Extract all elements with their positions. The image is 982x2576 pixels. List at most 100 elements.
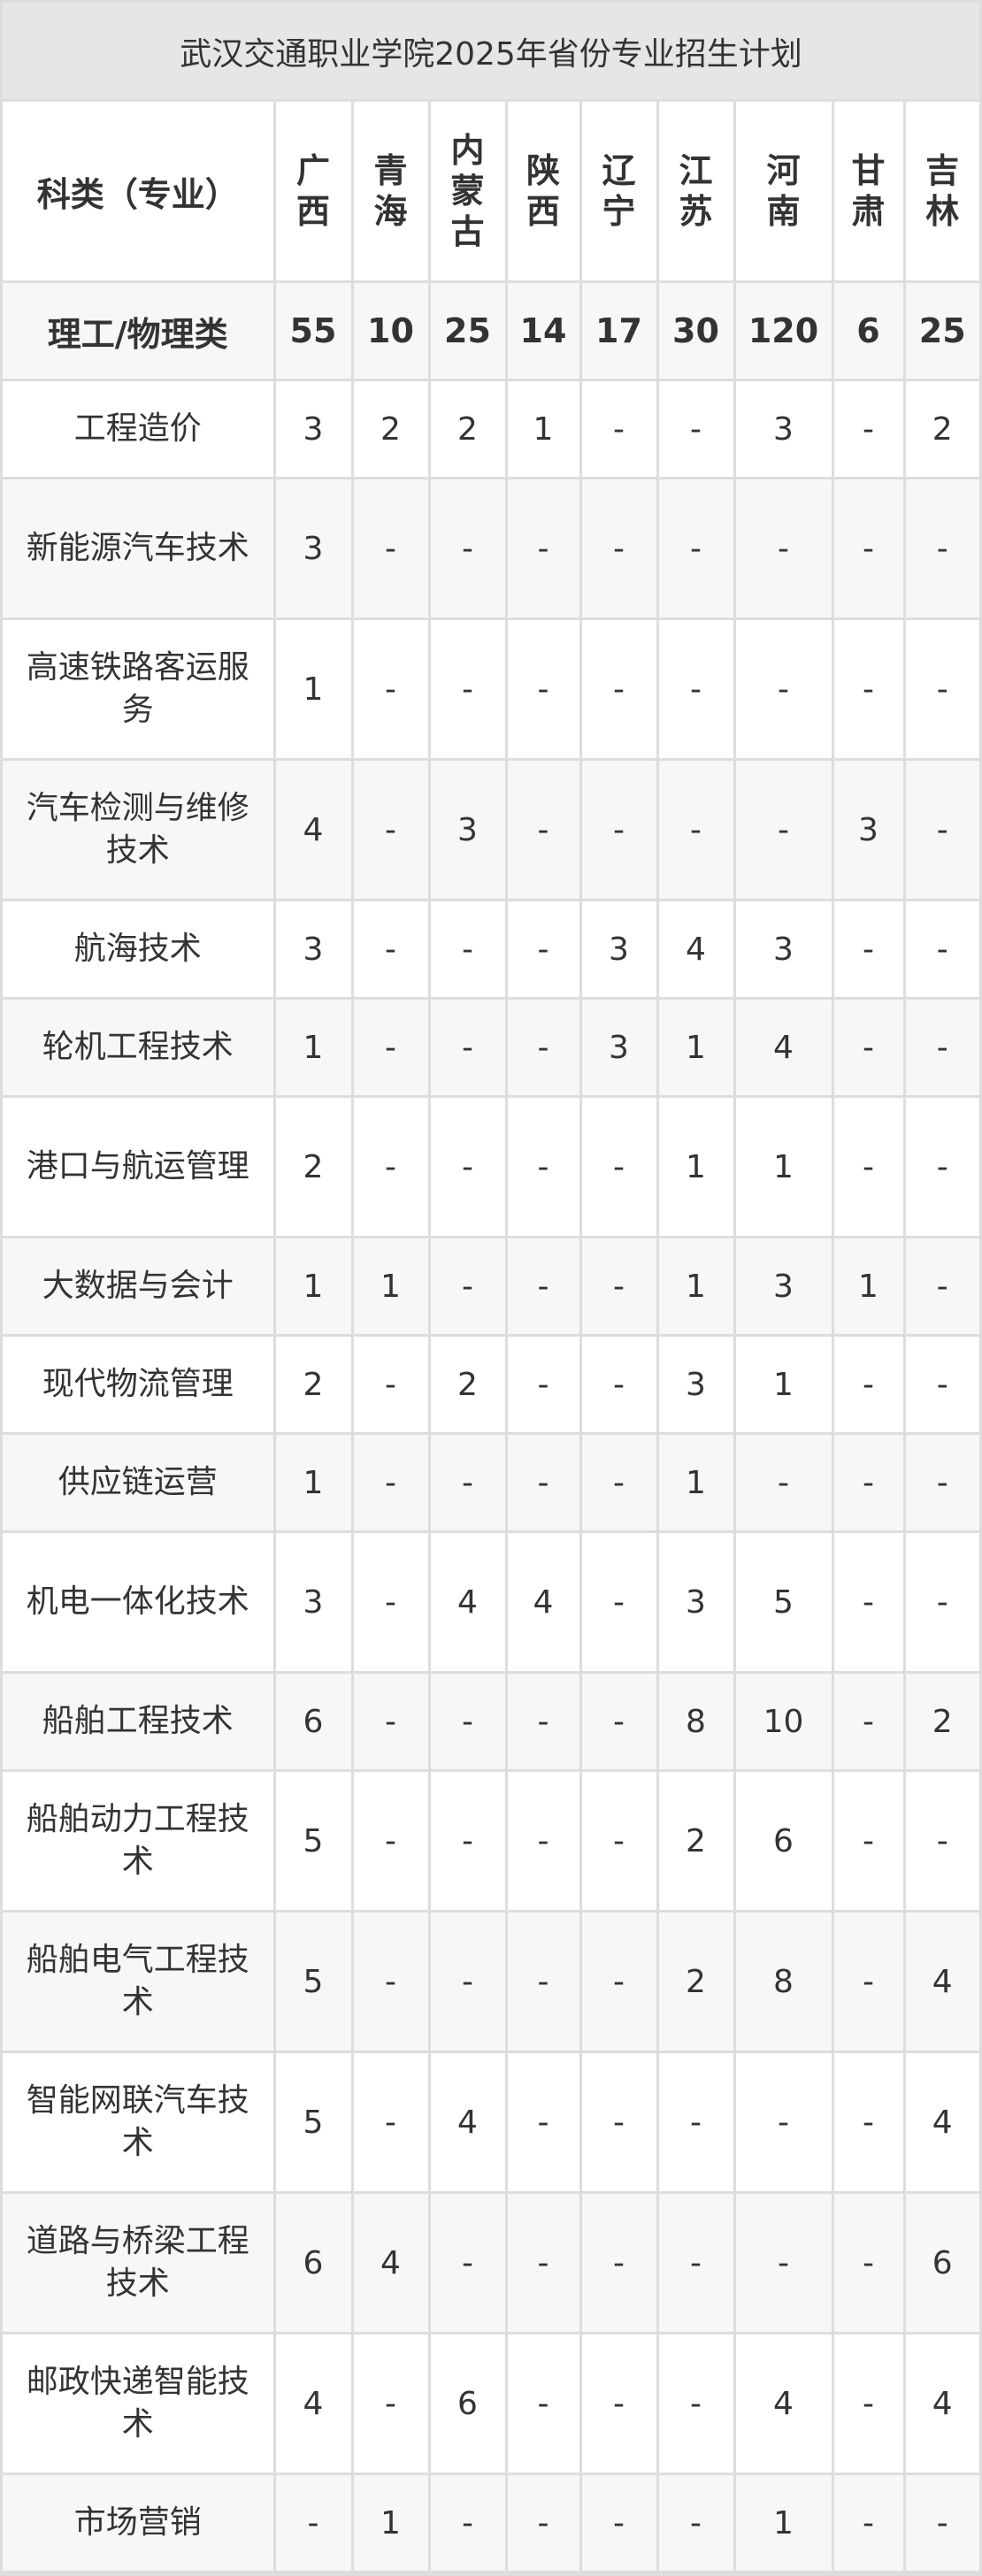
table-row: 港口与航运管理 2- - - -1 1- -	[3, 1095, 979, 1238]
quota-cell: 3	[272, 1530, 354, 1674]
province-header: 甘肃	[831, 102, 906, 283]
quota-cell: -	[656, 2051, 736, 2194]
quota-cell: 6	[272, 1671, 354, 1772]
quota-cell: -	[831, 2191, 906, 2334]
quota-cell: -	[902, 997, 979, 1098]
quota-cell: -	[504, 997, 582, 1098]
province-header: 吉林	[902, 102, 979, 283]
quota-cell: -	[504, 758, 582, 901]
quota-cell: 1	[656, 1432, 736, 1533]
quota-cell: 4	[902, 2051, 979, 2194]
total-cell: 6	[831, 280, 906, 381]
quota-cell: 3	[733, 899, 834, 1000]
quota-cell: -	[579, 2472, 659, 2573]
quota-cell: 4	[656, 899, 736, 1000]
table-row: 邮政快递智能技术 4-6- - -4-4	[3, 2332, 979, 2475]
quota-cell: -	[350, 477, 431, 620]
quota-cell: 4	[272, 758, 354, 901]
major-name: 港口与航运管理	[3, 1095, 276, 1238]
quota-cell: -	[427, 1910, 508, 2053]
table-row: 市场营销 -1- - - -1- -	[3, 2472, 979, 2573]
major-name: 机电一体化技术	[3, 1530, 276, 1674]
major-name: 智能网联汽车技术	[3, 2051, 276, 2194]
quota-cell: -	[579, 1910, 659, 2053]
quota-cell: -	[579, 617, 659, 761]
province-header: 河南	[733, 102, 834, 283]
quota-cell: 3	[831, 758, 906, 901]
province-header: 青海	[350, 102, 431, 283]
quota-cell: -	[902, 1236, 979, 1337]
quota-cell: 4	[504, 1530, 582, 1674]
table-row: 汽车检测与维修技术 4-3- - - -3-	[3, 758, 979, 901]
quota-cell: -	[902, 758, 979, 901]
province-header: 广西	[272, 102, 354, 283]
table-row: 新能源汽车技术 3- - - - - - - -	[3, 477, 979, 620]
major-name: 道路与桥梁工程技术	[3, 2191, 276, 2334]
table-row: 高速铁路客运服务 1- - - - - - - -	[3, 617, 979, 761]
table-row: 智能网联汽车技术 5-4- - - - -4	[3, 2051, 979, 2194]
quota-cell: -	[831, 997, 906, 1098]
quota-cell: -	[579, 1769, 659, 1913]
quota-cell: 3	[272, 477, 354, 620]
major-name: 市场营销	[3, 2472, 276, 2573]
quota-cell: -	[902, 899, 979, 1000]
quota-cell: -	[579, 1432, 659, 1533]
quota-cell: 4	[902, 2332, 979, 2475]
major-name: 供应链运营	[3, 1432, 276, 1533]
quota-cell: 1	[733, 1334, 834, 1435]
major-name: 新能源汽车技术	[3, 477, 276, 620]
province-name: 青海	[373, 151, 408, 231]
quota-cell: -	[579, 379, 659, 479]
quota-cell: -	[902, 1095, 979, 1238]
table-row: 航海技术 3- - -3 4 3- -	[3, 899, 979, 1000]
major-name: 船舶动力工程技术	[3, 1769, 276, 1913]
total-cell: 120	[733, 280, 834, 381]
quota-cell: 2	[427, 379, 508, 479]
quota-cell: 5	[272, 2051, 354, 2194]
quota-cell: 5	[272, 1910, 354, 2053]
total-label: 理工/物理类	[3, 280, 276, 381]
table-row: 大数据与会计 1 1- - -1 3 1-	[3, 1236, 979, 1337]
quota-cell: 1	[733, 2472, 834, 2573]
quota-cell: 3	[427, 758, 508, 901]
quota-cell: -	[579, 2051, 659, 2194]
quota-cell: -	[350, 758, 431, 901]
quota-cell: -	[504, 2051, 582, 2194]
quota-cell: 2	[272, 1334, 354, 1435]
quota-cell: 6	[902, 2191, 979, 2334]
quota-cell: 2	[350, 379, 431, 479]
category-header: 科类（专业）	[3, 102, 276, 283]
quota-cell: 3	[656, 1530, 736, 1674]
quota-cell: -	[831, 617, 906, 761]
quota-cell: 3	[272, 899, 354, 1000]
quota-cell: -	[733, 477, 834, 620]
quota-cell: -	[504, 1236, 582, 1337]
quota-cell: 4	[733, 2332, 834, 2475]
quota-cell: 3	[272, 379, 354, 479]
header-row: 科类（专业） 广西 青海 内蒙古 陕西 辽宁 江苏 河南 甘肃 吉林	[3, 102, 979, 283]
major-name: 邮政快递智能技术	[3, 2332, 276, 2475]
quota-cell: -	[831, 1530, 906, 1674]
quota-cell: -	[656, 617, 736, 761]
quota-cell: -	[272, 2472, 354, 2573]
quota-cell: -	[504, 617, 582, 761]
quota-cell: 4	[272, 2332, 354, 2475]
quota-cell: -	[350, 2051, 431, 2194]
quota-cell: -	[656, 2191, 736, 2334]
quota-cell: -	[831, 2332, 906, 2475]
table-row: 现代物流管理 2-2- -3 1- -	[3, 1334, 979, 1435]
quota-cell: -	[427, 477, 508, 620]
quota-cell: 6	[733, 1769, 834, 1913]
quota-cell: -	[902, 1334, 979, 1435]
quota-cell: -	[427, 617, 508, 761]
quota-cell: -	[656, 477, 736, 620]
quota-cell: -	[504, 1769, 582, 1913]
quota-cell: -	[902, 477, 979, 620]
major-name: 现代物流管理	[3, 1334, 276, 1435]
quota-cell: -	[579, 477, 659, 620]
table-row: 供应链运营 1- - - -1- - -	[3, 1432, 979, 1533]
quota-cell: -	[579, 2191, 659, 2334]
quota-cell: 4	[427, 1530, 508, 1674]
quota-cell: -	[350, 1671, 431, 1772]
province-name: 吉林	[925, 151, 960, 231]
